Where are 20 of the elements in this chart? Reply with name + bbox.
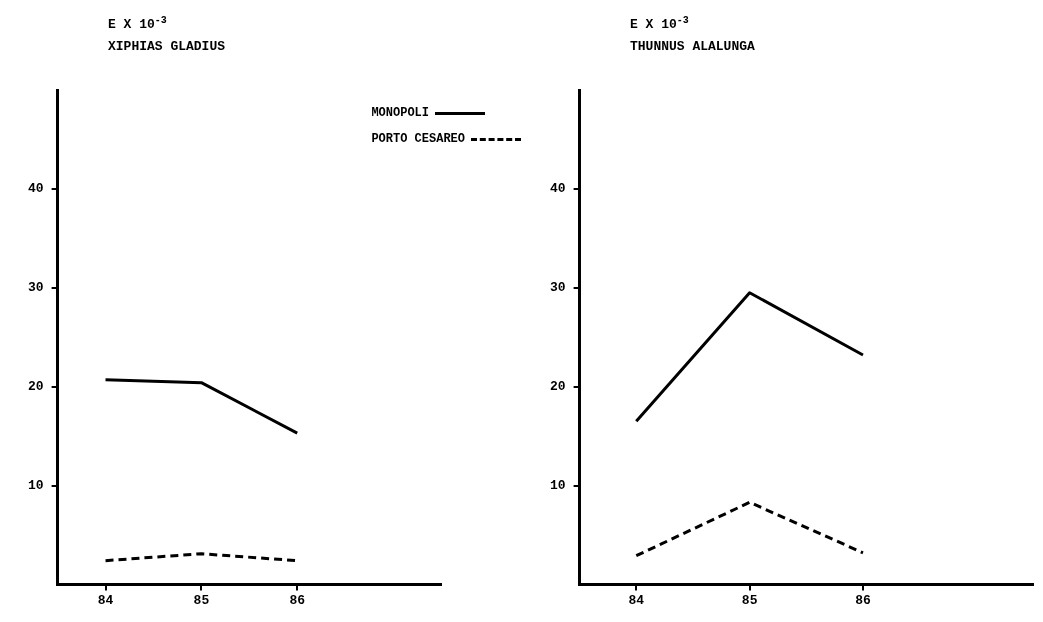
x-tick-label: 84 (628, 593, 645, 609)
y-tick-label: 40 (549, 181, 566, 197)
legend-label: PORTO CESAREO (371, 132, 465, 146)
y-tick-label: 20 (27, 378, 44, 394)
x-tick-label: 84 (97, 593, 114, 609)
chart-title: THUNNUS ALALUNGA (630, 38, 755, 57)
y-tick-label: 40 (27, 181, 44, 197)
chart-title: XIPHIAS GLADIUS (108, 38, 226, 57)
y-tick-label: 30 (549, 280, 566, 296)
y-axis-title: E X 10$^{-3}$ (630, 14, 690, 35)
y-axis-title: E X 10$^{-3}$ (108, 14, 168, 35)
y-tick-label: 30 (27, 280, 44, 296)
x-tick-label: 85 (193, 593, 210, 609)
x-tick-label: 86 (855, 593, 871, 609)
y-tick-label: 10 (549, 477, 566, 493)
legend-label: MONOPOLI (371, 106, 429, 120)
x-tick-label: 86 (289, 593, 306, 609)
y-tick-label: 20 (549, 378, 566, 394)
y-tick-label: 10 (27, 477, 44, 493)
x-tick-label: 85 (741, 593, 758, 609)
